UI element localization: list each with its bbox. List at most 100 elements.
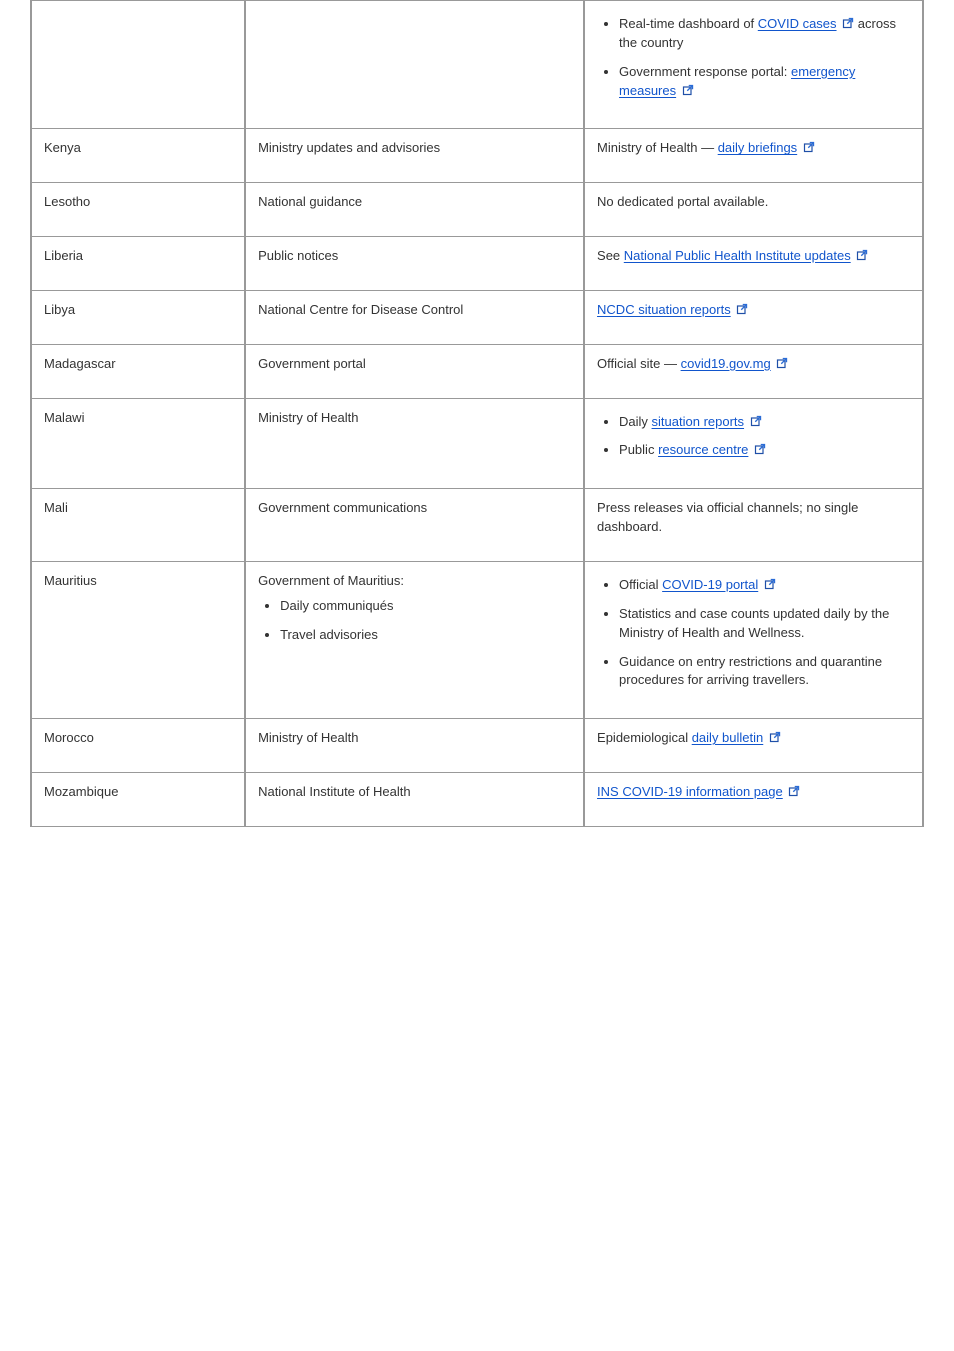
table-row: Kenya Ministry updates and advisories Mini… (31, 129, 923, 183)
cell-text: NCDC situation reports (597, 301, 910, 320)
country-cell: Malawi (31, 399, 245, 490)
country-cell: Liberia (31, 237, 245, 291)
country-cell: Madagascar (31, 345, 245, 399)
external-link[interactable]: situation reports (652, 414, 745, 429)
country-cell: Kenya (31, 129, 245, 183)
source-text: National Centre for Disease Control (258, 302, 463, 317)
cell-text: See National Public Health Institute upd… (597, 247, 910, 266)
source-cell: National guidance (245, 183, 584, 237)
links-cell: NCDC situation reports (584, 291, 923, 345)
external-link-icon (856, 249, 868, 261)
cell-text: Ministry of Health — daily briefings (597, 139, 910, 158)
source-text: Public notices (258, 248, 338, 263)
country-name: Morocco (44, 730, 94, 745)
bullet-list: Daily communiqués Travel advisories (258, 597, 571, 645)
source-text: Ministry of Health (258, 730, 358, 745)
external-link-icon (750, 415, 762, 427)
external-link[interactable]: COVID cases (758, 16, 837, 31)
country-name: Madagascar (44, 356, 116, 371)
source-text: Government portal (258, 356, 366, 371)
links-cell: No dedicated portal available. (584, 183, 923, 237)
list-item: Daily situation reports (619, 413, 910, 432)
external-link-icon (764, 578, 776, 590)
links-cell: Official COVID-19 portal Statistics and … (584, 562, 923, 719)
source-text: Government communications (258, 500, 427, 515)
source-text: National guidance (258, 194, 362, 209)
list-item: Official COVID-19 portal (619, 576, 910, 595)
list-item: Daily communiqués (280, 597, 571, 616)
external-link-icon (682, 84, 694, 96)
source-cell: Ministry updates and advisories (245, 129, 584, 183)
list-item: Real-time dashboard of COVID cases acros… (619, 15, 910, 53)
source-text: Ministry of Health (258, 410, 358, 425)
country-name: Mauritius (44, 573, 97, 588)
table-row: Mauritius Government of Mauritius: Daily c… (31, 562, 923, 719)
list-item: Travel advisories (280, 626, 571, 645)
country-cell: Morocco (31, 719, 245, 773)
table-row: Lesotho National guidance No dedicated por… (31, 183, 923, 237)
external-link-icon (803, 141, 815, 153)
country-name: Liberia (44, 248, 83, 263)
table-row: Real-time dashboard of COVID cases acros… (31, 0, 923, 129)
external-link[interactable]: INS COVID-19 information page (597, 784, 783, 799)
source-text: National Institute of Health (258, 784, 410, 799)
external-link[interactable]: covid19.gov.mg (681, 356, 771, 371)
country-name: Malawi (44, 410, 84, 425)
links-cell: Epidemiological daily bulletin (584, 719, 923, 773)
country-cell: Mali (31, 489, 245, 562)
country-cell (31, 0, 245, 129)
links-cell: Ministry of Health — daily briefings (584, 129, 923, 183)
country-name: Mozambique (44, 784, 118, 799)
country-cell: Lesotho (31, 183, 245, 237)
table-row: Malawi Ministry of Health Daily situation … (31, 399, 923, 490)
country-cell: Mozambique (31, 773, 245, 827)
list-item: Government response portal: emergency me… (619, 63, 910, 101)
source-cell (245, 0, 584, 129)
list-item: Statistics and case counts updated daily… (619, 605, 910, 643)
list-item: Public resource centre (619, 441, 910, 460)
links-cell: INS COVID-19 information page (584, 773, 923, 827)
source-cell: Government portal (245, 345, 584, 399)
cell-text: Press releases via official channels; no… (597, 499, 910, 537)
external-link[interactable]: NCDC situation reports (597, 302, 731, 317)
cell-text: Official site — covid19.gov.mg (597, 355, 910, 374)
country-cell: Libya (31, 291, 245, 345)
source-cell: Government communications (245, 489, 584, 562)
links-cell: See National Public Health Institute upd… (584, 237, 923, 291)
table-row: Morocco Ministry of Health Epidemiological… (31, 719, 923, 773)
external-link[interactable]: COVID-19 portal (662, 577, 758, 592)
external-link[interactable]: daily bulletin (692, 730, 764, 745)
bullet-list: Real-time dashboard of COVID cases acros… (597, 15, 910, 100)
table-row: Mozambique National Institute of Health IN… (31, 773, 923, 827)
external-link-icon (736, 303, 748, 315)
cell-text: Government of Mauritius: (258, 572, 571, 591)
source-cell: Government of Mauritius: Daily communiqué… (245, 562, 584, 719)
country-name: Kenya (44, 140, 81, 155)
external-link[interactable]: resource centre (658, 442, 748, 457)
country-name: Mali (44, 500, 68, 515)
table-row: Madagascar Government portal Official site… (31, 345, 923, 399)
table-row: Mali Government communications Press relea… (31, 489, 923, 562)
country-cell: Mauritius (31, 562, 245, 719)
bullet-list: Official COVID-19 portal Statistics and … (597, 576, 910, 690)
external-link[interactable]: National Public Health Institute updates (624, 248, 851, 263)
external-link[interactable]: daily briefings (718, 140, 798, 155)
cell-text: No dedicated portal available. (597, 193, 910, 212)
external-link[interactable]: emergency measures (619, 64, 855, 98)
list-item: Guidance on entry restrictions and quara… (619, 653, 910, 691)
source-text: Ministry updates and advisories (258, 140, 440, 155)
country-name: Lesotho (44, 194, 90, 209)
data-table: Real-time dashboard of COVID cases acros… (30, 0, 924, 827)
links-cell: Official site — covid19.gov.mg (584, 345, 923, 399)
external-link-icon (754, 443, 766, 455)
cell-text: INS COVID-19 information page (597, 783, 910, 802)
external-link-icon (776, 357, 788, 369)
external-link-icon (769, 731, 781, 743)
external-link-icon (842, 17, 854, 29)
links-cell: Daily situation reports Public resource … (584, 399, 923, 490)
source-cell: National Centre for Disease Control (245, 291, 584, 345)
source-cell: Ministry of Health (245, 399, 584, 490)
cell-text: Epidemiological daily bulletin (597, 729, 910, 748)
links-cell: Real-time dashboard of COVID cases acros… (584, 0, 923, 129)
external-link-icon (788, 785, 800, 797)
